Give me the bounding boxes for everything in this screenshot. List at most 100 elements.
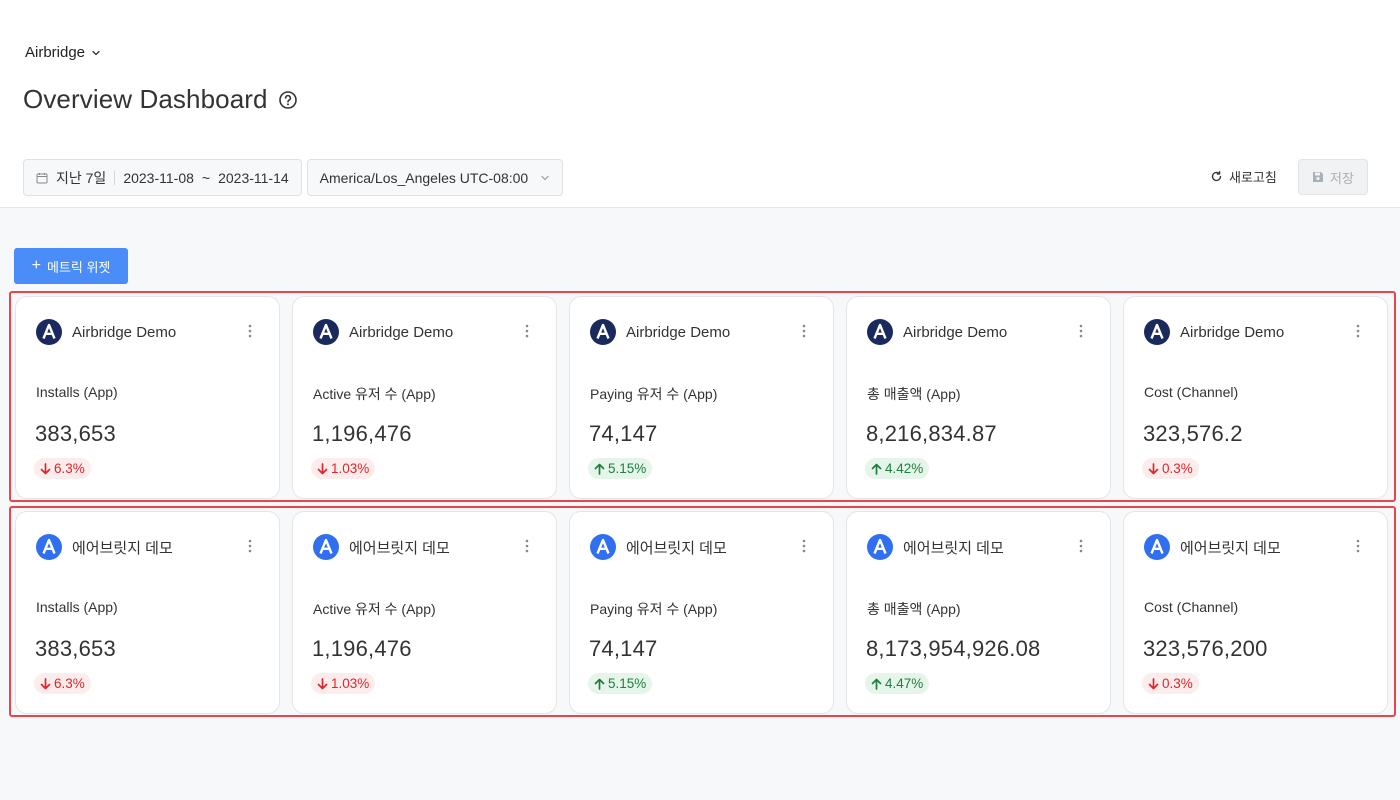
more-vertical-icon[interactable] <box>247 323 253 339</box>
metric-card[interactable]: 에어브릿지 데모 Cost (Channel) 323,576,200 0.3% <box>1123 511 1388 714</box>
app-switcher[interactable]: Airbridge <box>25 44 101 61</box>
change-badge: 0.3% <box>1142 458 1199 479</box>
metric-card[interactable]: 에어브릿지 데모 Installs (App) 383,653 6.3% <box>15 511 280 714</box>
add-metric-widget-button[interactable]: + 메트릭 위젯 <box>14 248 128 284</box>
change-badge: 4.47% <box>865 673 930 694</box>
arrow-down-icon <box>40 677 51 689</box>
more-vertical-icon[interactable] <box>524 323 530 339</box>
more-vertical-icon[interactable] <box>1355 323 1361 339</box>
change-value: 6.3% <box>54 461 85 476</box>
more-vertical-icon[interactable] <box>801 538 807 554</box>
app-logo-icon <box>590 319 616 345</box>
date-range-picker[interactable]: 지난 7일 2023-11-08 ~ 2023-11-14 <box>23 159 302 196</box>
more-vertical-icon[interactable] <box>1078 323 1084 339</box>
change-value: 1.03% <box>331 461 370 476</box>
change-value: 4.47% <box>885 676 924 691</box>
metric-card[interactable]: Airbridge Demo Cost (Channel) 323,576.2 0.3… <box>1123 296 1388 499</box>
card-header: 에어브릿지 데모 <box>1144 534 1281 560</box>
metric-card[interactable]: 에어브릿지 데모 Active 유저 수 (App) 1,196,476 1.03% <box>292 511 557 714</box>
card-app-name: 에어브릿지 데모 <box>349 539 450 557</box>
arrow-down-icon <box>1148 677 1159 689</box>
date-tilde: ~ <box>201 169 211 186</box>
card-app-name: Airbridge Demo <box>903 323 1008 341</box>
metric-value: 8,216,834.87 <box>866 421 997 446</box>
filter-toolbar: 지난 7일 2023-11-08 ~ 2023-11-14 America/Lo… <box>23 159 564 196</box>
metric-name: Installs (App) <box>36 384 118 400</box>
more-vertical-icon[interactable] <box>524 538 530 554</box>
metric-value: 1,196,476 <box>312 421 412 446</box>
metric-value: 383,653 <box>35 421 116 446</box>
metric-name: Installs (App) <box>36 599 118 615</box>
change-badge: 6.3% <box>34 673 91 694</box>
change-badge: 1.03% <box>311 458 376 479</box>
metric-value: 8,173,954,926.08 <box>866 636 1041 661</box>
change-value: 5.15% <box>608 676 647 691</box>
refresh-button[interactable]: 새로고침 <box>1210 167 1277 186</box>
more-vertical-icon[interactable] <box>1355 538 1361 554</box>
app-switcher-label: Airbridge <box>25 44 86 61</box>
card-header: 에어브릿지 데모 <box>313 534 450 560</box>
arrow-up-icon <box>594 678 605 690</box>
card-app-name: 에어브릿지 데모 <box>626 539 727 557</box>
refresh-label: 새로고침 <box>1229 170 1277 185</box>
page-title-row: Overview Dashboard <box>23 84 298 115</box>
change-value: 0.3% <box>1162 676 1193 691</box>
arrow-up-icon <box>871 678 882 690</box>
more-vertical-icon[interactable] <box>247 538 253 554</box>
arrow-down-icon <box>40 462 51 474</box>
metric-card[interactable]: 에어브릿지 데모 Paying 유저 수 (App) 74,147 5.15% <box>569 511 834 714</box>
arrow-up-icon <box>594 463 605 475</box>
metric-card[interactable]: Airbridge Demo 총 매출액 (App) 8,216,834.87 4.4… <box>846 296 1111 499</box>
widget-row-highlight <box>9 291 1396 502</box>
app-logo-icon <box>313 319 339 345</box>
metric-value: 74,147 <box>589 636 658 661</box>
app-logo-icon <box>1144 319 1170 345</box>
card-app-name: 에어브릿지 데모 <box>1180 539 1281 557</box>
metric-name: Cost (Channel) <box>1144 384 1239 400</box>
app-logo-icon <box>867 319 893 345</box>
change-value: 1.03% <box>331 676 370 691</box>
card-app-name: Airbridge Demo <box>72 323 177 341</box>
metric-name: 총 매출액 (App) <box>867 386 961 402</box>
metric-card[interactable]: Airbridge Demo Active 유저 수 (App) 1,196,476… <box>292 296 557 499</box>
arrow-down-icon <box>1148 462 1159 474</box>
arrow-down-icon <box>317 462 328 474</box>
help-icon[interactable] <box>278 90 298 110</box>
card-header: Airbridge Demo <box>590 319 730 345</box>
dashboard-header: Airbridge Overview Dashboard 지난 7일 2023-… <box>0 0 1400 208</box>
date-preset-label: 지난 7일 <box>56 169 107 186</box>
metric-name: Active 유저 수 (App) <box>313 386 436 402</box>
card-header: Airbridge Demo <box>867 319 1007 345</box>
card-header: 에어브릿지 데모 <box>36 534 173 560</box>
metric-name: 총 매출액 (App) <box>867 601 961 617</box>
date-end: 2023-11-14 <box>218 169 289 186</box>
divider <box>114 170 116 185</box>
card-app-name: Airbridge Demo <box>1180 323 1285 341</box>
change-badge: 1.03% <box>311 673 376 694</box>
more-vertical-icon[interactable] <box>801 323 807 339</box>
metric-name: Paying 유저 수 (App) <box>590 386 718 402</box>
save-label: 저장 <box>1330 170 1354 186</box>
card-app-name: 에어브릿지 데모 <box>72 539 173 557</box>
chevron-down-icon <box>92 50 100 55</box>
arrow-up-icon <box>871 463 882 475</box>
app-logo-icon <box>867 534 893 560</box>
calendar-icon <box>36 172 48 183</box>
date-start: 2023-11-08 <box>123 169 194 186</box>
more-vertical-icon[interactable] <box>1078 538 1084 554</box>
timezone-select[interactable]: America/Los_Angeles UTC-08:00 <box>306 159 564 196</box>
metric-card[interactable]: Airbridge Demo Paying 유저 수 (App) 74,147 5.1… <box>569 296 834 499</box>
refresh-icon <box>1211 170 1222 182</box>
metric-name: Paying 유저 수 (App) <box>590 601 718 617</box>
timezone-value: America/Los_Angeles UTC-08:00 <box>319 169 529 186</box>
card-app-name: 에어브릿지 데모 <box>903 539 1004 557</box>
card-app-name: Airbridge Demo <box>349 323 454 341</box>
metric-card[interactable]: Airbridge Demo Installs (App) 383,653 6.3% <box>15 296 280 499</box>
card-header: 에어브릿지 데모 <box>590 534 727 560</box>
change-badge: 5.15% <box>588 673 653 694</box>
change-badge: 4.42% <box>865 458 930 479</box>
widget-row-highlight <box>9 506 1396 717</box>
arrow-down-icon <box>317 677 328 689</box>
save-button[interactable]: 저장 <box>1298 159 1368 195</box>
